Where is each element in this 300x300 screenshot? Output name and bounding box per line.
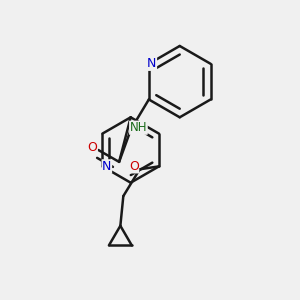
Text: N: N <box>102 160 112 173</box>
Text: N: N <box>147 57 157 70</box>
Text: O: O <box>129 160 139 173</box>
Text: NH: NH <box>130 121 147 134</box>
Text: O: O <box>87 140 97 154</box>
